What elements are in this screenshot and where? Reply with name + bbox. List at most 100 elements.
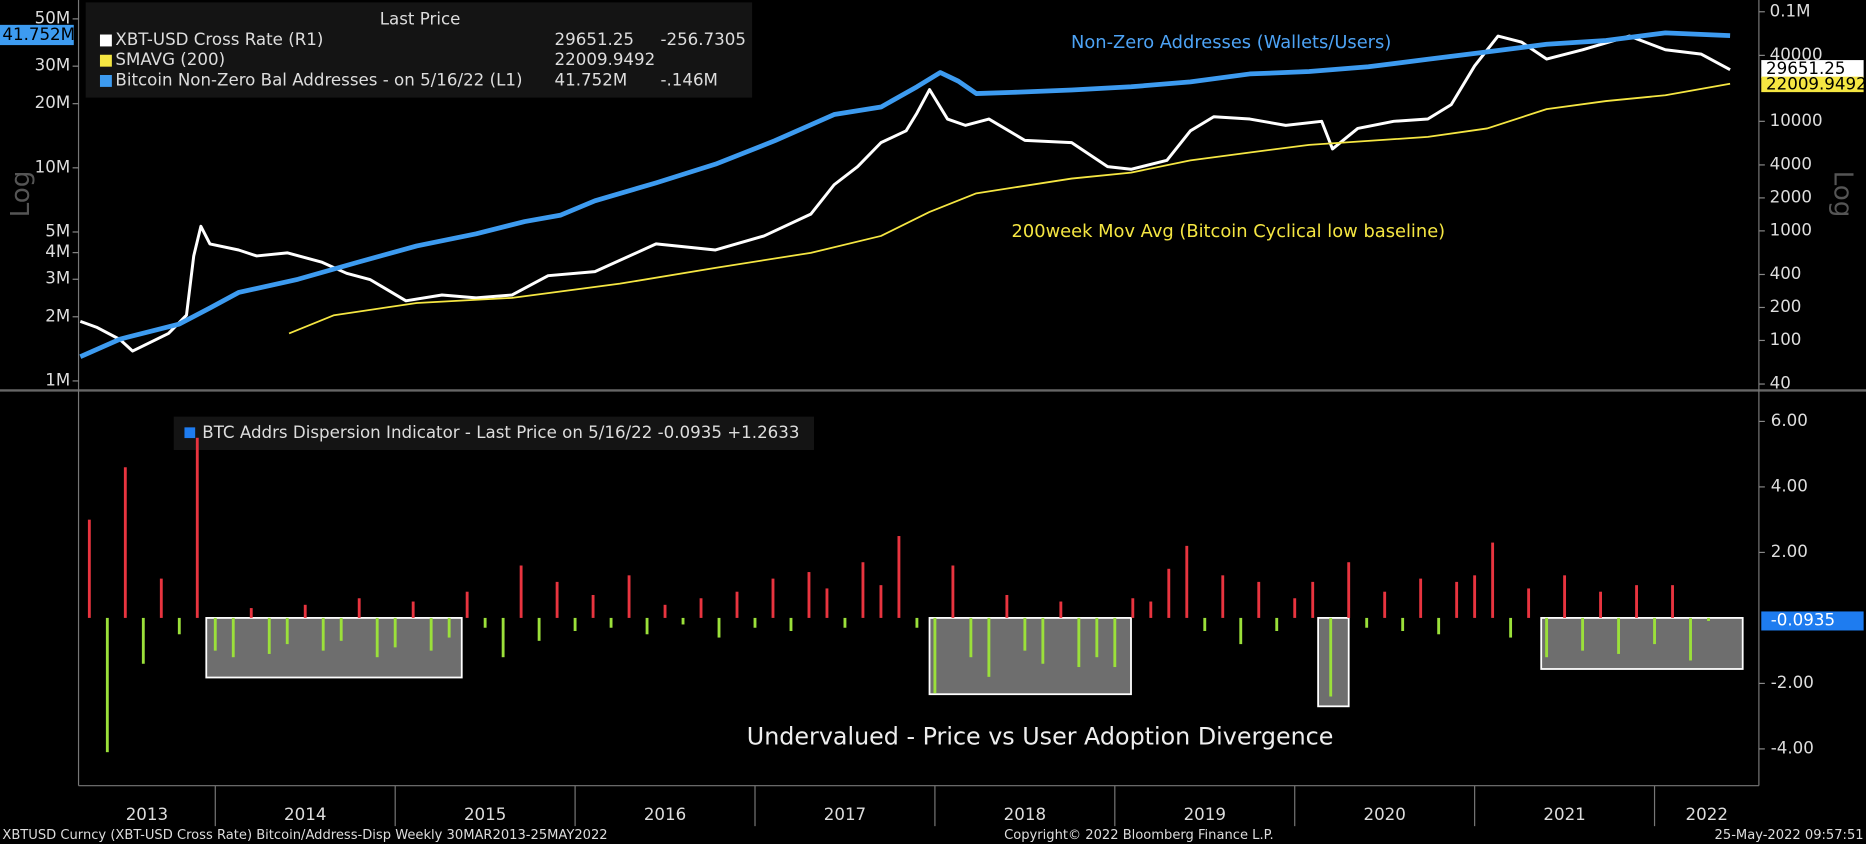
bar [573, 617, 577, 632]
last-value-label: 29651.25 [1766, 59, 1845, 78]
bar [1275, 617, 1279, 632]
x-tick-label: 2013 [126, 805, 168, 824]
bar [879, 585, 883, 618]
bar [645, 617, 649, 635]
bar [843, 617, 847, 628]
bar [789, 617, 793, 632]
y-tick-label: 2M [45, 306, 70, 325]
bar [1707, 617, 1710, 621]
bar [825, 588, 829, 618]
bar [1581, 617, 1585, 651]
bar [1149, 601, 1153, 618]
y-axis-label: Log [6, 171, 36, 218]
bar [321, 617, 325, 651]
region [1317, 617, 1350, 708]
y-tick-label: -2.00 [1771, 673, 1814, 692]
bar [537, 617, 541, 641]
y2-tick-label: 0.1M [1770, 1, 1811, 20]
region [928, 617, 1132, 696]
series-line [79, 30, 1731, 359]
bar [1635, 585, 1638, 618]
bar [717, 617, 721, 638]
y-tick-label: 5M [45, 221, 70, 240]
y2-tick-label: 40000 [1770, 45, 1823, 64]
bar [609, 617, 613, 628]
y-tick-label: 10M [35, 157, 71, 176]
annotation: Undervalued - Price vs User Adoption Div… [747, 723, 1334, 751]
region [1540, 617, 1744, 670]
y2-tick-label: 100 [1770, 330, 1802, 349]
bar [267, 617, 271, 654]
last-value-label: 22009.9492 [1766, 74, 1866, 93]
y2-tick-label: 10000 [1770, 111, 1823, 130]
legend-change: -256.7305 [660, 30, 745, 49]
bar [195, 437, 199, 618]
series-line [79, 34, 1731, 353]
bar [1509, 617, 1513, 638]
legend-box [173, 416, 814, 450]
bar [1005, 594, 1009, 618]
bar [1689, 617, 1692, 661]
bar [1257, 581, 1261, 618]
bar [1221, 575, 1225, 618]
bar [1653, 617, 1656, 645]
legend-swatch [99, 74, 112, 87]
bar [1491, 542, 1495, 618]
legend-swatch [99, 54, 112, 67]
bar [501, 617, 505, 658]
bar [1599, 591, 1603, 618]
bar [1185, 545, 1189, 618]
y2-tick-label: 400 [1770, 264, 1802, 283]
bar [933, 617, 937, 694]
bar [105, 617, 109, 753]
last-value-box [1761, 76, 1864, 93]
x-tick-label: 2022 [1686, 805, 1728, 824]
legend-swatch [99, 34, 112, 47]
y-tick-label: 3M [45, 269, 70, 288]
bar [159, 578, 163, 618]
x-tick-label: 2020 [1363, 805, 1405, 824]
bar [861, 562, 865, 618]
x-tick-label: 2019 [1184, 805, 1226, 824]
bar [1041, 617, 1045, 664]
y2-tick-label: 40 [1770, 374, 1791, 393]
y-tick-label: 1M [45, 370, 70, 389]
bar [249, 608, 253, 618]
bar [1239, 617, 1243, 645]
legend-entry: BTC Addrs Dispersion Indicator - Last Pr… [202, 423, 799, 442]
bar [951, 565, 955, 618]
bar [1347, 562, 1351, 618]
bar [1383, 591, 1387, 618]
y2-axis-label: Log [1828, 171, 1858, 218]
y2-tick-label: 200 [1770, 297, 1802, 316]
bar [969, 617, 973, 658]
bar [1023, 617, 1027, 651]
bar [465, 591, 469, 618]
legend-change: -.146M [660, 70, 717, 89]
bar [1617, 617, 1620, 654]
annotation: Non-Zero Addresses (Wallets/Users) [1071, 32, 1391, 53]
footer-right: 25-May-2022 09:57:51 [1715, 828, 1864, 843]
legend-box [85, 2, 753, 98]
series-line [288, 82, 1731, 335]
bar [987, 617, 991, 677]
bar [915, 617, 919, 628]
legend-value: 29651.25 [555, 30, 634, 49]
y-tick-label: -4.00 [1771, 738, 1814, 757]
bar [1365, 617, 1369, 628]
bar [87, 519, 91, 618]
last-value-box [0, 24, 74, 46]
bar [1167, 568, 1171, 618]
bar [555, 581, 559, 618]
bar [807, 572, 811, 618]
y-tick-label: 50M [35, 8, 71, 27]
bar [447, 617, 451, 638]
bar [1095, 617, 1099, 658]
x-tick-label: 2014 [284, 805, 326, 824]
bar [393, 617, 397, 648]
bar [1113, 617, 1117, 668]
bar [699, 598, 703, 618]
legend-title: Last Price [380, 10, 461, 29]
y-tick-label: 2.00 [1771, 542, 1808, 561]
